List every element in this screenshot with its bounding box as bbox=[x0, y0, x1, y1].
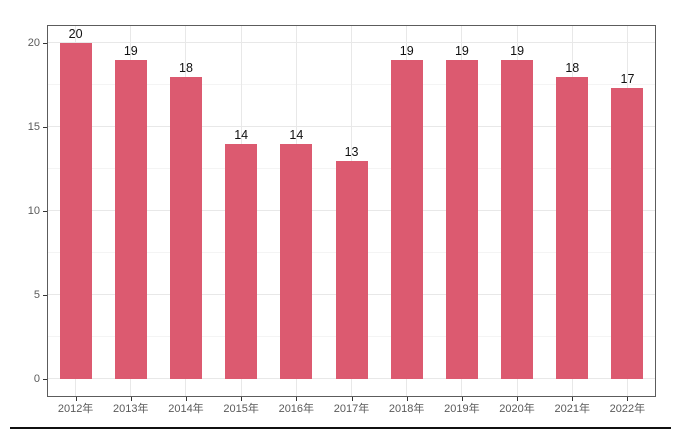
x-axis-tick-mark bbox=[572, 397, 574, 401]
bar-slot: 13 bbox=[324, 26, 379, 396]
x-axis-tick-label: 2016年 bbox=[278, 403, 315, 415]
y-axis-tick-label: 0 bbox=[33, 373, 40, 385]
bar-value-label: 14 bbox=[234, 127, 249, 142]
x-axis-tick-label: 2015年 bbox=[223, 403, 259, 415]
bar-slot: 20 bbox=[48, 26, 103, 396]
y-axis-tick-mark bbox=[43, 43, 47, 44]
bar: 19 bbox=[114, 44, 147, 379]
bar-slot: 18 bbox=[545, 26, 600, 396]
x-axis-tick-mark bbox=[517, 397, 519, 401]
bar-slot: 14 bbox=[269, 26, 324, 396]
bar: 18 bbox=[556, 61, 589, 379]
bar-value-label: 19 bbox=[454, 43, 469, 58]
x-axis-tick-label: 2018年 bbox=[388, 403, 425, 415]
x-axis-tick-label: 2014年 bbox=[168, 403, 204, 415]
bar-value-label: 18 bbox=[179, 60, 193, 75]
x-axis-tick-mark bbox=[75, 397, 77, 401]
bar-value-label: 19 bbox=[123, 43, 138, 58]
y-axis-tick-mark bbox=[43, 127, 47, 128]
x-axis-tick-label: 2017年 bbox=[333, 403, 370, 415]
bar: 19 bbox=[445, 44, 478, 379]
x-axis-tick-mark bbox=[296, 397, 298, 401]
y-axis-tick-mark bbox=[43, 211, 47, 212]
bar-slot: 14 bbox=[214, 26, 269, 396]
y-axis-tick-label: 10 bbox=[27, 205, 40, 217]
bar: 20 bbox=[59, 27, 92, 379]
bar: 14 bbox=[280, 128, 313, 379]
bar-slot: 19 bbox=[490, 26, 545, 396]
x-axis-tick-mark bbox=[627, 397, 629, 401]
bar-value-label: 17 bbox=[620, 72, 635, 87]
bar: 19 bbox=[390, 44, 423, 379]
bar-slot: 17 bbox=[600, 26, 655, 396]
y-axis-tick-mark bbox=[43, 295, 47, 296]
bar-slot: 18 bbox=[158, 26, 213, 396]
x-axis-tick-mark bbox=[185, 397, 187, 401]
x-axis-tick-mark bbox=[241, 397, 243, 401]
bar: 13 bbox=[335, 145, 368, 379]
x-axis-tick-label: 2020年 bbox=[499, 403, 535, 415]
bar-value-label: 13 bbox=[344, 144, 359, 159]
x-axis-tick-label: 2021年 bbox=[554, 403, 590, 415]
x-axis-tick-label: 2019年 bbox=[444, 403, 480, 415]
bar: 18 bbox=[169, 61, 202, 379]
x-axis-tick-label: 2012年 bbox=[57, 403, 94, 415]
y-axis-tick-label: 5 bbox=[33, 289, 40, 301]
document-bottom-rule bbox=[10, 427, 671, 429]
y-axis-tick-label: 20 bbox=[27, 37, 40, 49]
x-axis-tick-mark bbox=[351, 397, 353, 401]
y-axis-tick-mark bbox=[43, 379, 47, 380]
bar-value-label: 20 bbox=[68, 27, 83, 41]
bars-layer: 20 19 18 14 14 13 19 19 19 18 17 bbox=[48, 26, 655, 396]
bar-value-label: 19 bbox=[510, 43, 525, 58]
bar-slot: 19 bbox=[379, 26, 434, 396]
bar: 14 bbox=[225, 128, 258, 379]
bar-slot: 19 bbox=[103, 26, 158, 396]
y-axis-tick-label: 15 bbox=[27, 121, 40, 133]
x-axis-tick-label: 2013年 bbox=[113, 403, 149, 415]
bar: 19 bbox=[501, 44, 534, 379]
x-axis-tick-mark bbox=[461, 397, 463, 401]
bar-value-label: 14 bbox=[289, 127, 304, 142]
bar-slot: 19 bbox=[434, 26, 489, 396]
plot-panel: 20 19 18 14 14 13 19 19 19 18 17 bbox=[47, 25, 656, 397]
x-axis-tick-label: 2022年 bbox=[609, 403, 646, 415]
x-axis-tick-mark bbox=[406, 397, 408, 401]
bar: 17 bbox=[611, 72, 644, 379]
x-axis-tick-mark bbox=[130, 397, 132, 401]
bar-value-label: 18 bbox=[565, 60, 580, 75]
bar-value-label: 19 bbox=[399, 43, 414, 58]
